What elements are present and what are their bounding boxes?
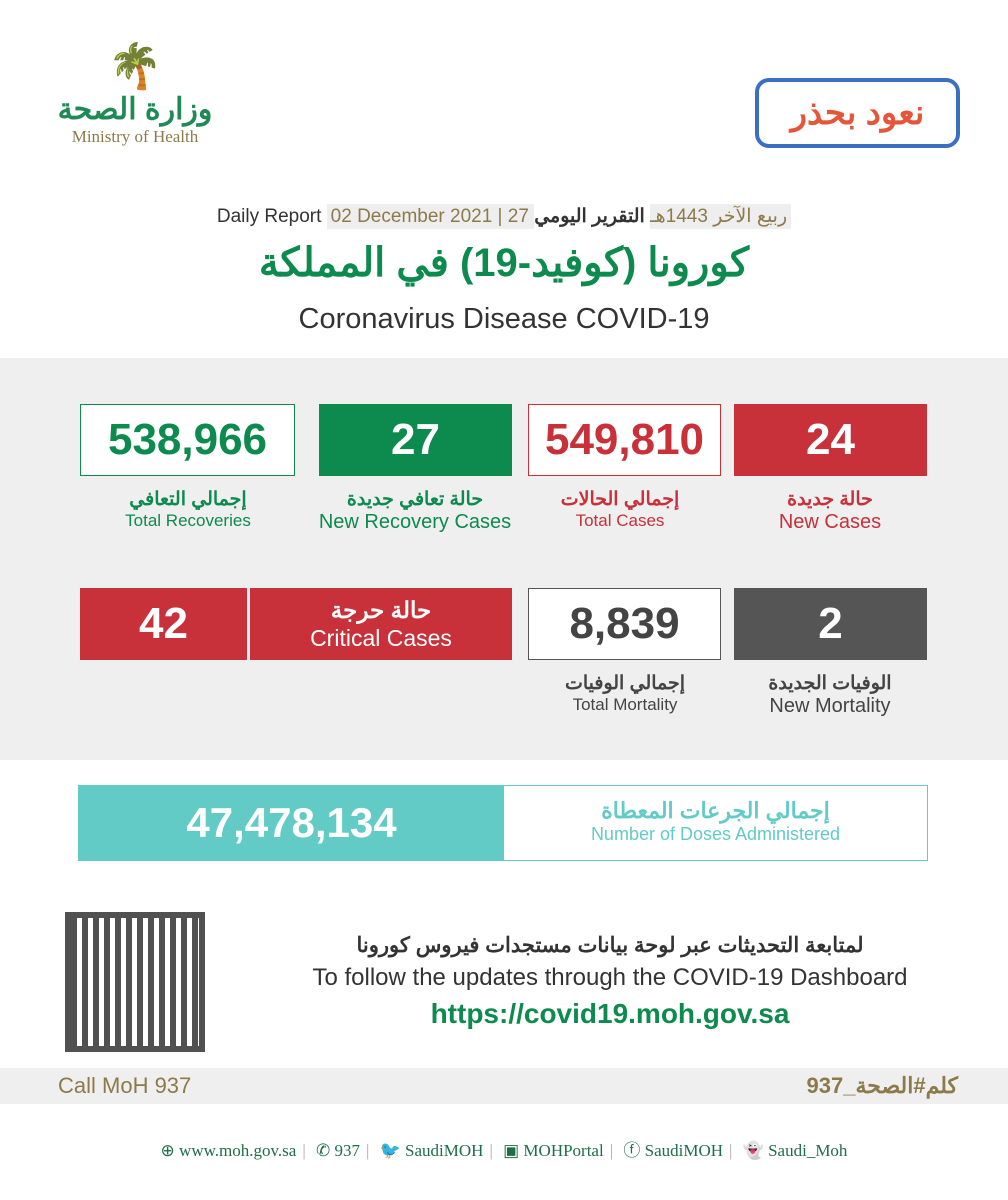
total-mortality-en: Total Mortality: [572, 695, 678, 714]
doses-box: 47,478,134 إجمالي الجرعات المعطاة Number …: [78, 785, 928, 861]
new-recoveries-value: 27: [319, 404, 512, 476]
follow-ar: لمتابعة التحديثات عبر لوحة بيانات مستجدا…: [356, 934, 864, 957]
total-recoveries-ar: إجمالي التعافي: [129, 489, 247, 510]
globe-icon: ⊕: [160, 1141, 175, 1160]
footer-phone[interactable]: 937: [334, 1141, 360, 1160]
date-line: Daily Report 02 December 2021 | 27 ربيع …: [0, 204, 1008, 229]
call-ar: كلم#الصحة_937: [806, 1073, 958, 1098]
footer-website[interactable]: www.moh.gov.sa: [179, 1141, 297, 1160]
doses-en: Number of Doses Administered: [590, 824, 841, 844]
total-recoveries-value: 538,966: [80, 404, 295, 476]
footer-youtube[interactable]: MOHPortal: [523, 1141, 604, 1160]
date-gregorian: 02 December 2021: [330, 206, 493, 227]
critical-ar: حالة حرجة: [330, 597, 432, 623]
moh-logo: 🌴 وزارة الصحة Ministry of Health: [50, 40, 220, 147]
new-recoveries-en: New Recovery Cases: [318, 511, 512, 533]
call-bar: Call MoH 937 كلم#الصحة_937: [0, 1068, 1008, 1104]
doses-ar: إجمالي الجرعات المعطاة: [601, 798, 830, 823]
facebook-icon: ⓕ: [623, 1141, 641, 1160]
logo-ar: وزارة الصحة: [57, 93, 213, 126]
twitter-icon: 🐦: [379, 1141, 401, 1160]
total-recoveries-en: Total Recoveries: [125, 511, 251, 530]
new-recoveries-ar: حالة تعافي جديدة: [346, 489, 484, 510]
doses-value: 47,478,134: [79, 786, 504, 860]
critical-value: 42: [80, 588, 247, 660]
footer-twitter[interactable]: SaudiMOH: [405, 1141, 484, 1160]
footer-snapchat[interactable]: Saudi_Moh: [768, 1141, 848, 1160]
title-ar: كورونا (كوفيد-19) في المملكة: [258, 241, 750, 285]
footer-links: ⊕ www.moh.gov.sa | ✆ 937 | 🐦 SaudiMOH | ▣ M…: [160, 1141, 848, 1160]
total-mortality-value: 8,839: [528, 588, 721, 660]
new-cases-value: 24: [734, 404, 927, 476]
new-mortality-en: New Mortality: [769, 695, 891, 717]
phone-icon: ✆: [315, 1141, 331, 1160]
critical-label: حالة حرجة Critical Cases: [250, 588, 512, 660]
new-mortality-value: 2: [734, 588, 927, 660]
follow-en: To follow the updates through the COVID-…: [312, 964, 908, 991]
footer-facebook[interactable]: SaudiMOH: [644, 1141, 724, 1160]
qr-code[interactable]: [65, 912, 205, 1052]
total-mortality-ar: إجمالي الوفيات: [564, 673, 686, 694]
new-cases-ar: حالة جديدة: [787, 489, 873, 510]
palm-swords-icon: 🌴: [107, 42, 163, 91]
report-ar: التقرير اليومي: [534, 206, 645, 227]
total-cases-en: Total Cases: [575, 511, 665, 530]
report-en: Daily Report: [216, 206, 322, 227]
logo-en: Ministry of Health: [71, 127, 199, 146]
call-en: Call MoH 937: [58, 1073, 192, 1098]
snapchat-icon: 👻: [742, 1141, 764, 1160]
total-cases-value: 549,810: [528, 404, 721, 476]
dashboard-link[interactable]: https://covid19.moh.gov.sa: [430, 998, 790, 1029]
new-mortality-ar: الوفيات الجديدة: [768, 673, 892, 694]
new-cases-en: New Cases: [778, 511, 882, 533]
date-hijri: 27 ربيع الآخر 1443هـ: [507, 206, 788, 227]
campaign-logo: نعود بحذر: [755, 78, 960, 148]
total-cases-ar: إجمالي الحالات: [560, 489, 680, 510]
critical-en: Critical Cases: [310, 625, 452, 651]
title-en: Coronavirus Disease COVID-19: [298, 303, 710, 335]
youtube-icon: ▣: [503, 1141, 520, 1160]
